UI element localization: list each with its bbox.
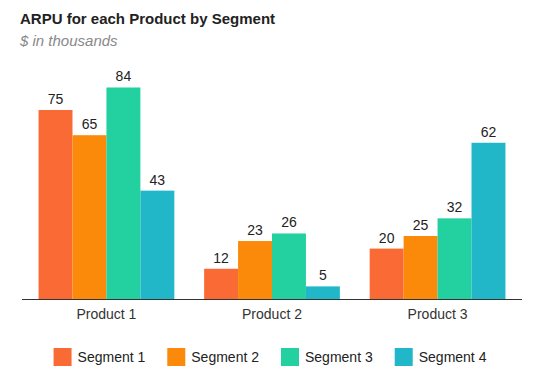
bar [140, 191, 174, 299]
bar [204, 269, 238, 299]
x-tick-label: Product 3 [408, 306, 468, 322]
legend-label: Segment 1 [78, 349, 146, 365]
bars [39, 87, 506, 299]
legend-label: Segment 4 [419, 349, 487, 365]
data-label: 20 [379, 230, 395, 246]
legend-item: Segment 1 [54, 348, 146, 366]
data-label: 62 [481, 124, 497, 140]
legend-item: Segment 3 [281, 348, 373, 366]
legend-label: Segment 2 [191, 349, 259, 365]
data-label: 25 [413, 217, 429, 233]
x-tick-label: Product 2 [242, 306, 302, 322]
x-axis-line [22, 299, 522, 300]
bar [438, 218, 472, 299]
subtitle: $ in thousands [19, 32, 118, 49]
title: ARPU for each Product by Segment [20, 10, 275, 27]
legend-swatch [395, 348, 413, 366]
data-label: 84 [116, 68, 132, 84]
bar [238, 241, 272, 299]
bar [106, 87, 140, 299]
legend-swatch [167, 348, 185, 366]
data-label: 12 [213, 250, 229, 266]
x-axis: Product 1 Product 2 Product 3 [22, 299, 522, 322]
bar [472, 143, 506, 299]
data-labels: 75 12 20 65 23 25 84 26 32 43 5 62 [48, 68, 497, 283]
legend-label: Segment 3 [305, 349, 373, 365]
legend: Segment 1 Segment 2 Segment 3 Segment 4 [54, 348, 487, 366]
bar [272, 233, 306, 299]
legend-item: Segment 4 [395, 348, 487, 366]
chart: ARPU for each Product by Segment $ in tho… [0, 0, 540, 387]
bar [370, 249, 404, 299]
legend-item: Segment 2 [167, 348, 259, 366]
data-label: 43 [150, 172, 166, 188]
bar [39, 110, 73, 299]
bar [72, 135, 106, 299]
bar [306, 286, 340, 299]
data-label: 26 [281, 214, 297, 230]
data-label: 65 [82, 116, 98, 132]
data-label: 23 [247, 222, 263, 238]
legend-swatch [281, 348, 299, 366]
x-tick: Product 1 [76, 299, 136, 322]
x-tick-label: Product 1 [76, 306, 136, 322]
x-tick: Product 2 [242, 299, 302, 322]
data-label: 32 [447, 199, 463, 215]
data-label: 5 [319, 267, 327, 283]
x-tick: Product 3 [408, 299, 468, 322]
bar [404, 236, 438, 299]
legend-swatch [54, 348, 72, 366]
data-label: 75 [48, 91, 64, 107]
